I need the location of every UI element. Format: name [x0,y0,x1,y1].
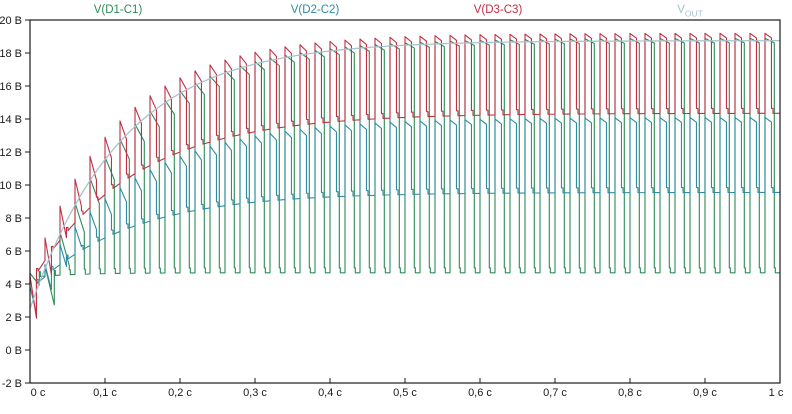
x-tick-label: 0,6 с [468,387,492,399]
x-axis-ticks: 0 с 0,1 с 0,2 с 0,3 с 0,4 с 0,5 с 0,6 с 0,7 с 0,… [29,378,784,399]
legend-item-v-d1-c1: V(D1-C1) [93,4,143,16]
y-tick-label: 2 В [5,312,22,324]
y-tick-label: 4 В [5,279,22,291]
chart-legend: V(D1-C1) V(D2-C2) V(D3-C3) VOUT [0,0,792,20]
y-tick-label: 10 В [0,180,22,192]
x-tick-label: 0,1 с [93,387,117,399]
x-tick-label: 0 с [31,387,46,399]
y-tick-label: 16 В [0,81,22,93]
x-tick-label: 0,7 с [543,387,567,399]
y-tick-label: 8 В [5,213,22,225]
y-tick-label: 0 В [5,345,22,357]
traces [29,32,781,319]
x-tick-label: 0,8 с [618,387,642,399]
x-tick-label: 0,9 с [693,387,717,399]
legend-item-v-d3-c3: V(D3-C3) [473,4,523,16]
x-tick-label: 0,5 с [393,387,417,399]
x-tick-label: 0,2 с [168,387,192,399]
trace-v-out [29,40,781,309]
trace-v-d3-c3 [29,32,781,319]
y-axis-ticks: -2 В 0 В 2 В 4 В 6 В 8 В 10 В 12 В 14 В 16 В 18 В 2… [0,15,30,390]
x-tick-label: 0,4 с [318,387,342,399]
y-tick-label: 14 В [0,114,22,126]
trace-v-d2-c2 [29,116,780,314]
y-tick-label: 6 В [5,246,22,258]
x-tick-label: 1 с [769,387,784,399]
legend-item-v-out: VOUT [677,4,703,19]
y-tick-label: 12 В [0,147,22,159]
y-tick-label: -2 В [2,378,22,390]
y-tick-label: 18 В [0,48,22,60]
trace-v-d1-c1 [29,37,780,306]
y-tick-label: 20 В [0,15,22,27]
legend-item-v-d2-c2: V(D2-C2) [290,4,340,16]
x-tick-label: 0,3 с [243,387,267,399]
